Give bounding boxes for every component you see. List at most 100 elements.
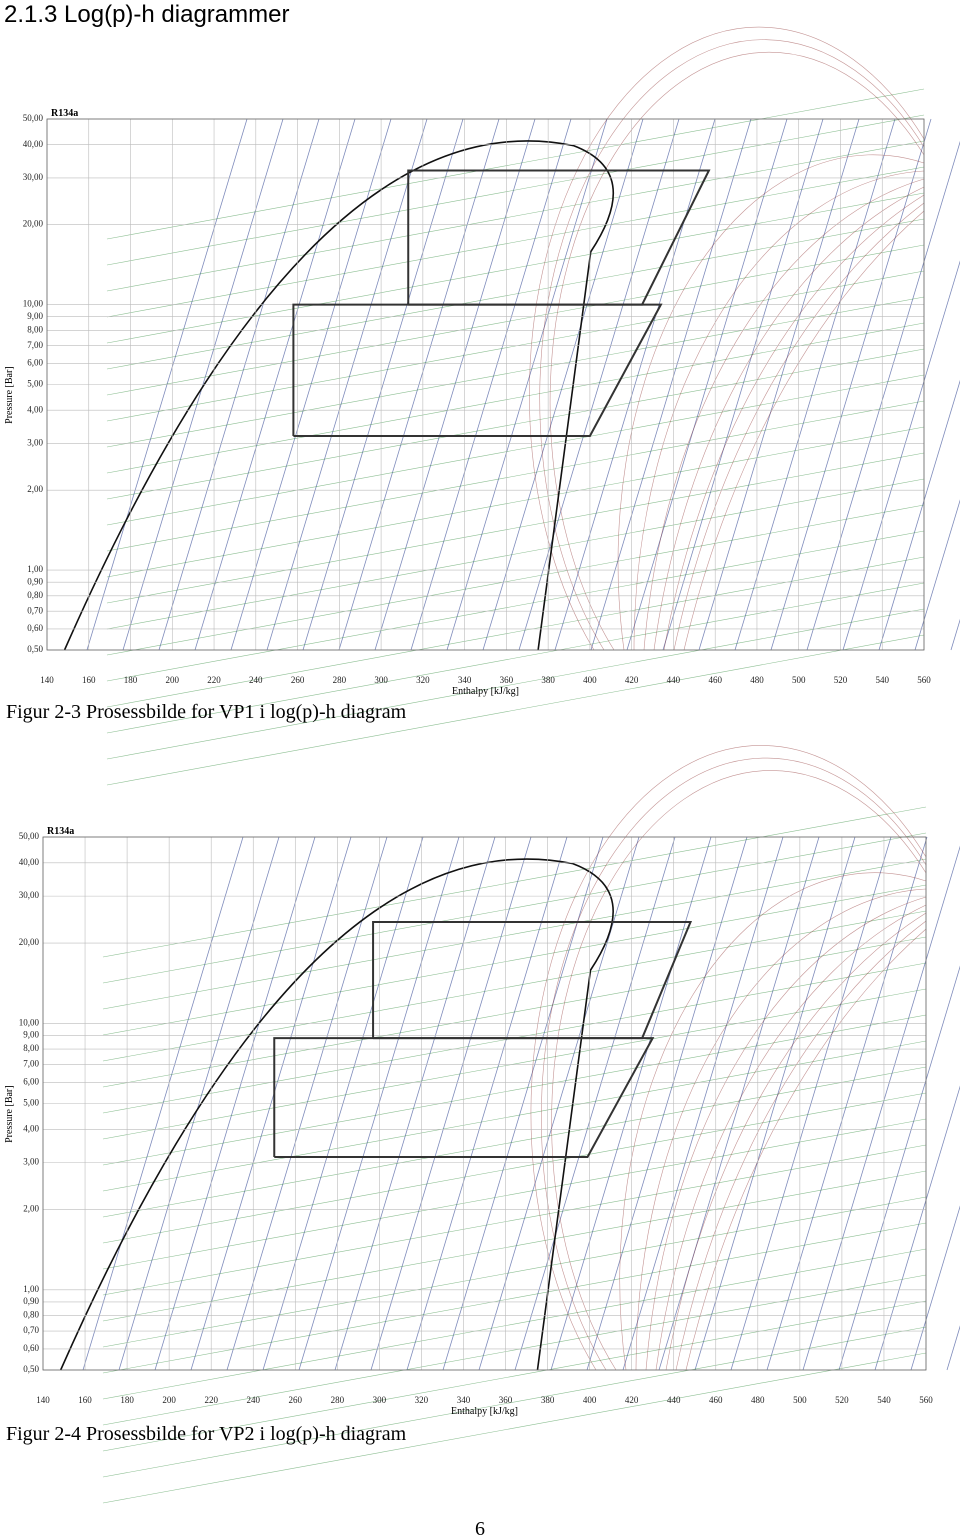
- x-tick-label: 220: [207, 675, 221, 685]
- y-tick-label: 1,00: [27, 564, 43, 574]
- plot-frame: [42, 836, 927, 1371]
- isotherm-arc: [643, 178, 925, 651]
- y-tick-label: 0,90: [27, 576, 43, 586]
- chart-title: R134a: [47, 826, 74, 837]
- y-tick-label: 2,00: [27, 484, 43, 494]
- isotherm-arc: [683, 210, 925, 651]
- x-tick-label: 180: [120, 1395, 134, 1405]
- y-tick-label: 0,80: [23, 1310, 39, 1320]
- isotherm-arc: [539, 39, 925, 651]
- y-tick-label: 4,00: [23, 1123, 39, 1133]
- isotherm-arc: [645, 896, 927, 1371]
- y-tick-label: 3,00: [23, 1157, 39, 1167]
- chart: 0,50 0,60 0,70 0,80 0,90 1,00 2,00 3,00 4,00 5,00…: [4, 745, 960, 1504]
- x-tick-label: 260: [289, 1395, 303, 1405]
- isochore-line: [102, 1274, 927, 1426]
- x-tick-label: 360: [500, 675, 514, 685]
- x-tick-label: 480: [751, 1395, 765, 1405]
- isochore-line: [106, 218, 925, 370]
- x-tick-label: 380: [541, 1395, 555, 1405]
- x-tick-label: 400: [583, 1395, 597, 1405]
- x-tick-label: 560: [919, 1395, 933, 1405]
- y-tick-label: 0,80: [27, 590, 43, 600]
- x-tick-label: 300: [374, 675, 388, 685]
- y-tick-label: 0,70: [27, 605, 43, 615]
- x-tick-label: 420: [625, 675, 639, 685]
- isotherm-arc: [663, 194, 925, 651]
- y-tick-label: 0,90: [23, 1296, 39, 1306]
- y-tick-label: 6,00: [27, 358, 43, 368]
- process-cycle: [372, 920, 693, 1040]
- isochore-line: [106, 374, 925, 526]
- isentrope-line: [910, 1205, 960, 1371]
- y-tick-label: 2,00: [23, 1204, 39, 1214]
- isotherm-arc: [665, 912, 927, 1371]
- isochore-line: [102, 1118, 927, 1270]
- x-tick-label: 140: [40, 675, 54, 685]
- x-tick-label: 340: [458, 675, 472, 685]
- x-tick-label: 160: [82, 675, 96, 685]
- x-tick-label: 460: [709, 1395, 723, 1405]
- isotherm-arc: [685, 928, 927, 1371]
- isochore-line: [102, 936, 927, 1088]
- y-tick-label: 9,00: [27, 311, 43, 321]
- isotherm-arc: [529, 26, 925, 651]
- x-tick-label: 240: [249, 675, 263, 685]
- isotherm-arc: [617, 154, 925, 651]
- y-tick-label: 30,00: [19, 890, 40, 900]
- isochore-line: [106, 114, 925, 266]
- x-tick-label: 280: [333, 675, 347, 685]
- x-tick-label: 360: [499, 1395, 513, 1405]
- x-tick-label: 400: [583, 675, 597, 685]
- y-tick-label: 20,00: [23, 219, 44, 229]
- isochore-line: [102, 988, 927, 1140]
- isotherm-arc: [653, 186, 925, 651]
- figure-caption: Figur 2-3 Prosessbilde for VP1 i log(p)-…: [6, 701, 407, 723]
- x-axis-title: Enthalpy [kJ/kg]: [451, 1406, 518, 1417]
- x-tick-label: 460: [708, 675, 722, 685]
- x-tick-label: 340: [457, 1395, 471, 1405]
- x-tick-label: 420: [625, 1395, 639, 1405]
- isochore-line: [102, 1144, 927, 1296]
- chart: 0,50 0,60 0,70 0,80 0,90 1,00 2,00 3,00 4,00 5,00…: [4, 26, 960, 786]
- x-tick-label: 220: [204, 1395, 218, 1405]
- isochore-line: [106, 140, 925, 292]
- y-tick-label: 1,00: [23, 1284, 39, 1294]
- x-tick-label: 320: [415, 1395, 429, 1405]
- y-tick-label: 8,00: [23, 1043, 39, 1053]
- isochore-line: [106, 348, 925, 500]
- isochore-line: [102, 1222, 927, 1374]
- x-tick-label: 240: [246, 1395, 260, 1405]
- x-tick-label: 380: [541, 675, 555, 685]
- x-tick-label: 280: [331, 1395, 345, 1405]
- isentrope-line: [914, 499, 960, 651]
- x-tick-label: 540: [877, 1395, 891, 1405]
- x-tick-label: 540: [875, 675, 889, 685]
- isotherm-arc: [549, 51, 925, 651]
- x-tick-label: 260: [291, 675, 305, 685]
- isochore-line: [102, 910, 927, 1062]
- process-cycle: [407, 169, 711, 306]
- y-tick-label: 10,00: [23, 299, 44, 309]
- y-tick-label: 5,00: [23, 1098, 39, 1108]
- isochore-line: [106, 88, 925, 240]
- x-tick-label: 320: [416, 675, 430, 685]
- saturation-dome: [63, 140, 614, 651]
- isochore-line: [102, 1066, 927, 1218]
- y-tick-label: 3,00: [27, 437, 43, 447]
- isochore-line: [102, 1352, 927, 1504]
- saturation-dome: [59, 858, 614, 1371]
- chart-title: R134a: [51, 108, 78, 119]
- y-tick-label: 9,00: [23, 1030, 39, 1040]
- isentrope-line: [874, 1085, 960, 1371]
- process-cycle: [292, 303, 663, 437]
- isentrope-line: [878, 379, 960, 651]
- y-axis-title: Pressure [Bar]: [4, 366, 15, 423]
- y-tick-label: 50,00: [23, 113, 44, 123]
- isochore-line: [106, 296, 925, 448]
- isochore-line: [102, 1040, 927, 1192]
- y-tick-label: 0,60: [23, 1343, 39, 1353]
- x-tick-label: 560: [917, 675, 931, 685]
- isochore-line: [102, 1196, 927, 1348]
